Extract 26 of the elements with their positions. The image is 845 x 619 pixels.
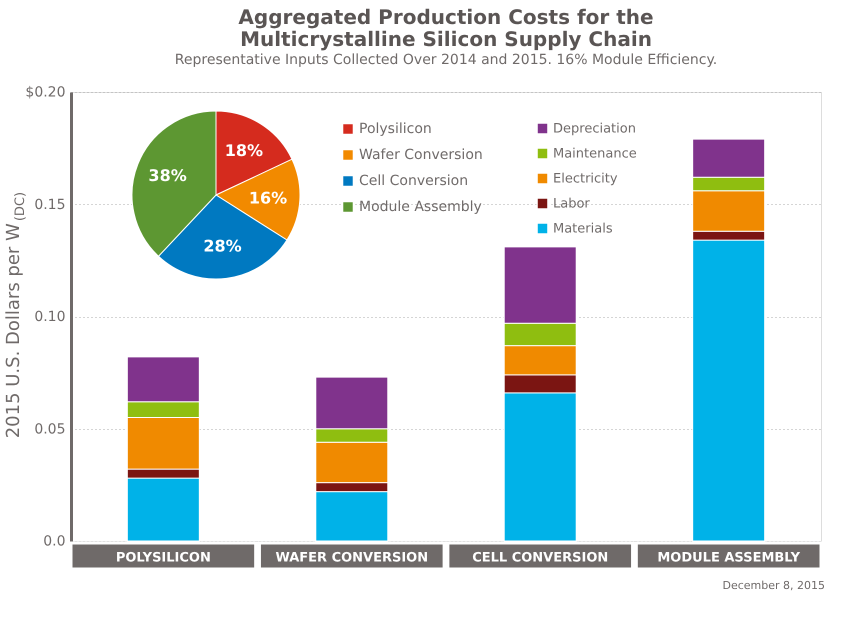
legend-label: Polysilicon bbox=[359, 121, 432, 137]
legend-label: Maintenance bbox=[553, 146, 637, 162]
y-tick-label: 0.0 bbox=[43, 534, 66, 550]
y-axis-title: 2015 U.S. Dollars per W(DC) bbox=[3, 192, 28, 438]
chart-title: Aggregated Production Costs for the Multicrystalline Silicon Supply Chain bbox=[238, 5, 654, 51]
legend-label: Module Assembly bbox=[359, 199, 482, 215]
x-tick-label: POLYSILICON bbox=[116, 550, 211, 566]
data-label: 38% bbox=[148, 166, 187, 185]
legend-label: Materials bbox=[553, 222, 613, 236]
legend-label: Depreciation bbox=[553, 122, 636, 136]
x-tick-label: MODULE ASSEMBLY bbox=[657, 550, 801, 566]
data-label: 28% bbox=[203, 236, 242, 256]
chart-subtitle: Representative Inputs Collected Over 2014 and 2015. 16% Module Efficiency. bbox=[174, 52, 718, 68]
x-tick-label: WAFER CONVERSION bbox=[275, 550, 428, 566]
text: December 8, 2015 bbox=[722, 579, 825, 592]
legend-label: Cell Conversion bbox=[359, 173, 468, 189]
legend-label: Wafer Conversion bbox=[359, 147, 483, 163]
y-tick-label: 0.15 bbox=[34, 196, 66, 213]
legend-label: Labor bbox=[553, 196, 590, 212]
legend-label: Electricity bbox=[553, 172, 618, 186]
x-tick-label: CELL CONVERSION bbox=[472, 550, 608, 566]
data-label: 16% bbox=[248, 188, 288, 208]
y-tick-label: $0.20 bbox=[25, 84, 66, 100]
y-tick-label: 0.10 bbox=[34, 309, 66, 325]
y-tick-label: 0.05 bbox=[34, 421, 66, 438]
data-label: 18% bbox=[224, 141, 264, 160]
